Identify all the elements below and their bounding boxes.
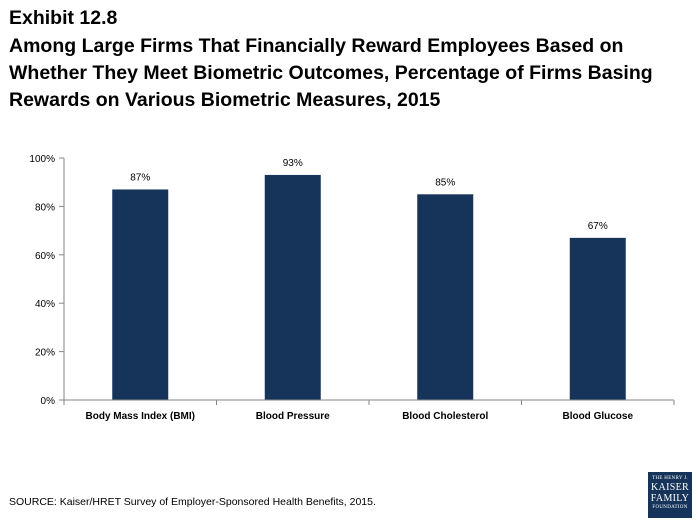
y-axis-ticks: 0% 20% 40% 60% 80% 100% — [29, 154, 64, 407]
bar — [112, 189, 169, 400]
logo-line-3: FAMILY — [650, 493, 690, 504]
exhibit-number: Exhibit 12.8 — [9, 7, 118, 29]
kff-logo: THE HENRY J. KAISER FAMILY FOUNDATION — [648, 472, 692, 518]
y-tick-label: 60% — [35, 251, 55, 262]
data-labels: 87% 93% 85% 67% — [130, 158, 608, 232]
y-tick-label: 80% — [35, 202, 55, 213]
logo-line-2: KAISER — [651, 482, 689, 493]
bar — [569, 237, 626, 400]
bar-chart: 0% 20% 40% 60% 80% 100% 87% 93% 85% 67% Body Mas… — [29, 154, 675, 422]
logo-line-4: FOUNDATION — [652, 505, 688, 510]
bar — [264, 174, 321, 400]
logo-line-1: THE HENRY J. — [652, 476, 688, 481]
x-axis-labels: Body Mass Index (BMI) Blood Pressure Blood… — [86, 411, 634, 422]
bar — [417, 194, 474, 400]
data-label: 85% — [435, 177, 455, 188]
chart-title: Among Large Firms That Financially Rewar… — [9, 35, 653, 111]
y-tick-label: 100% — [29, 154, 55, 165]
x-tick-label: Body Mass Index (BMI) — [86, 411, 195, 422]
x-tick-label: Blood Pressure — [256, 411, 330, 422]
bars — [112, 174, 626, 400]
data-label: 87% — [130, 172, 150, 183]
source-note: SOURCE: Kaiser/HRET Survey of Employer-S… — [9, 496, 376, 508]
x-tick-label: Blood Glucose — [562, 411, 633, 422]
y-tick-label: 20% — [35, 348, 55, 359]
y-tick-label: 0% — [41, 396, 56, 407]
y-tick-label: 40% — [35, 299, 55, 310]
x-tick-label: Blood Cholesterol — [402, 411, 488, 422]
data-label: 67% — [588, 221, 608, 232]
axes — [63, 158, 675, 405]
title-block: Exhibit 12.8 Among Large Firms That Fina… — [9, 6, 689, 114]
data-label: 93% — [283, 158, 303, 169]
